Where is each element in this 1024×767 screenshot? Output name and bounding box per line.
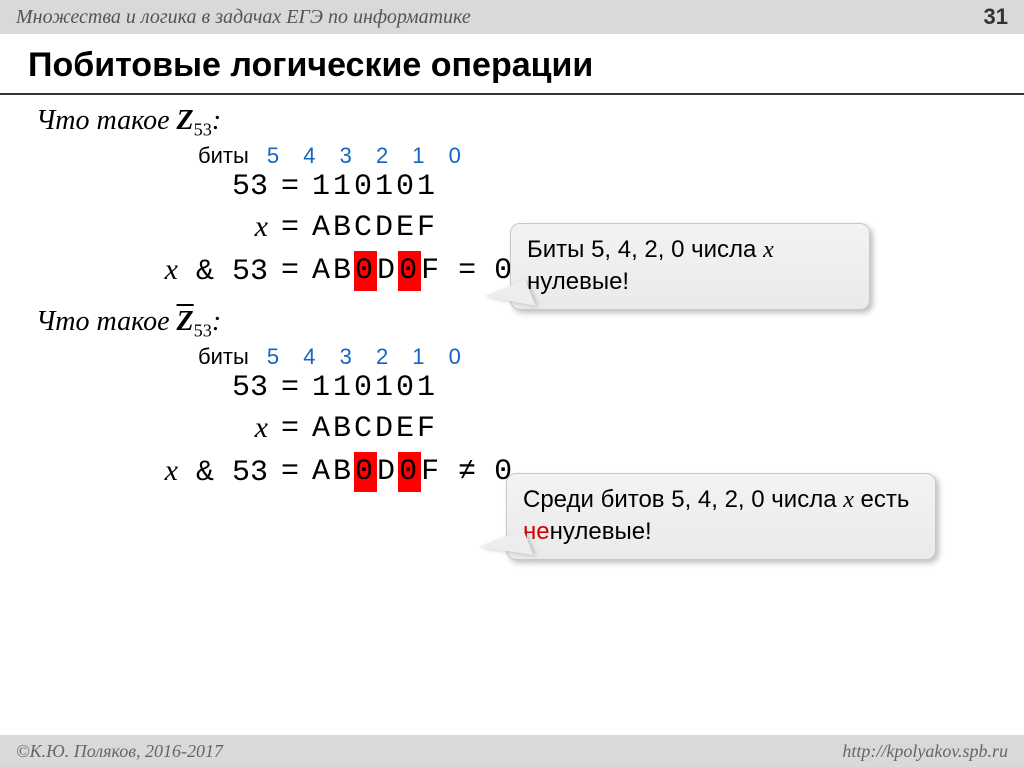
slide-header: Множества и логика в задачах ЕГЭ по инфо… <box>0 0 1024 34</box>
bit-row: 53=110101 <box>108 167 996 208</box>
z53-symbol: Z53: <box>177 105 222 136</box>
question-1: Что такое Z53: <box>36 105 996 141</box>
bits-header-1: биты 5 4 3 2 1 0 <box>198 143 996 169</box>
z53-bar-symbol: Z53: <box>177 306 222 337</box>
bit-positions: 5 4 3 2 1 0 <box>267 143 470 168</box>
callout-1: Биты 5, 4, 2, 0 числа x нулевые! <box>510 223 870 310</box>
bits-header-2: биты 5 4 3 2 1 0 <box>198 344 996 370</box>
slide-footer: ©К.Ю. Поляков, 2016-2017 http://kpolyako… <box>0 735 1024 767</box>
bit-row: 53=110101 <box>108 368 996 409</box>
slide-title: Побитовые логические операции <box>0 34 1024 95</box>
bit-positions-2: 5 4 3 2 1 0 <box>267 344 470 369</box>
copyright: ©К.Ю. Поляков, 2016-2017 <box>16 741 223 762</box>
bit-row: x=ABCDEF <box>108 408 996 451</box>
header-title: Множества и логика в задачах ЕГЭ по инфо… <box>16 6 471 29</box>
source-url: http://kpolyakov.spb.ru <box>842 741 1008 762</box>
callout-2: Среди битов 5, 4, 2, 0 числа x есть нену… <box>506 473 936 560</box>
slide-content: Что такое Z53: биты 5 4 3 2 1 0 53=11010… <box>0 105 1024 493</box>
page-number: 31 <box>984 4 1008 30</box>
callout-2-tail <box>479 529 534 573</box>
